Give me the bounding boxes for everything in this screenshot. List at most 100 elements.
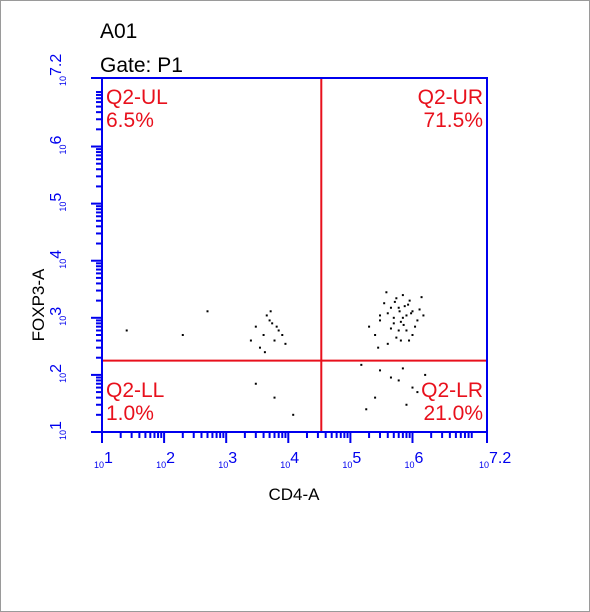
y-tick-label: 104 (48, 250, 68, 269)
event-dot (392, 322, 395, 325)
event-dot (263, 351, 266, 354)
tick-exponent: 2 (166, 450, 175, 467)
event-dot (277, 329, 280, 332)
event-dot (389, 376, 392, 379)
event-dot (411, 386, 414, 389)
tick-base: 10 (58, 202, 68, 212)
event-dot (399, 339, 402, 342)
quadrant-percent: 71.5% (423, 109, 483, 132)
quadrant-percent: 6.5% (106, 109, 154, 132)
x-tick-label: 107.2 (479, 450, 511, 470)
x-tick-label: 102 (156, 450, 175, 470)
tick-base: 10 (280, 460, 290, 470)
event-dot (379, 369, 382, 372)
tick-exponent: 6 (414, 450, 423, 467)
y-axis-label: FOXP3-A (29, 268, 48, 341)
event-dot (254, 382, 257, 385)
x-axis-label: CD4-A (268, 485, 320, 504)
y-tick-label: 105 (48, 193, 68, 212)
event-dot (262, 333, 265, 336)
event-dot (401, 367, 404, 370)
event-dot (420, 296, 423, 299)
tick-base: 10 (58, 430, 68, 440)
event-dot (206, 310, 209, 313)
event-dot (258, 346, 261, 349)
quadrant-name: Q2-LR (421, 379, 483, 402)
tick-exponent: 3 (228, 450, 237, 467)
quadrant-name: Q2-UR (418, 86, 483, 109)
event-dot (368, 325, 371, 328)
event-dot (402, 323, 405, 326)
tick-exponent: 3 (48, 307, 65, 316)
event-dot (395, 297, 398, 300)
event-dot (401, 294, 404, 297)
x-tick-label: 104 (280, 450, 299, 470)
event-dot (424, 373, 427, 376)
event-dot (273, 396, 276, 399)
event-dot (393, 300, 396, 303)
event-dot (249, 339, 252, 342)
event-dot (411, 333, 414, 336)
tick-exponent: 7.2 (489, 450, 511, 467)
x-tick-label: 103 (218, 450, 237, 470)
event-dot (284, 342, 287, 345)
title: A01 (100, 20, 137, 43)
event-dot (408, 299, 411, 302)
event-dot (399, 320, 402, 323)
y-tick-label: 107.2 (48, 54, 68, 86)
event-dot (374, 396, 377, 399)
event-dot (414, 325, 417, 328)
tick-base: 10 (94, 460, 104, 470)
event-dot (181, 333, 184, 336)
y-tick-label: 102 (48, 364, 68, 383)
event-dot (403, 305, 406, 308)
y-tick-label: 106 (48, 136, 68, 155)
event-dot (275, 325, 278, 328)
tick-exponent: 6 (48, 136, 65, 145)
plot-frame (101, 77, 488, 433)
tick-base: 10 (58, 373, 68, 383)
quadrant-name: Q2-UL (106, 86, 168, 109)
event-dot (398, 310, 401, 313)
event-dot (254, 325, 257, 328)
event-dot (386, 312, 389, 315)
tick-base: 10 (479, 460, 489, 470)
event-dot (265, 314, 268, 317)
quadrant-percent: 1.0% (106, 402, 154, 425)
tick-base: 10 (58, 259, 68, 269)
event-dot (397, 306, 400, 309)
event-dot (292, 413, 295, 416)
x-tick-label: 101 (94, 450, 113, 470)
tick-exponent: 5 (352, 450, 361, 467)
event-dot (383, 302, 386, 305)
event-dot (360, 363, 363, 366)
event-dot (269, 310, 272, 313)
event-dot (281, 333, 284, 336)
event-dot (418, 308, 421, 311)
event-dot (407, 303, 410, 306)
event-dot (411, 310, 414, 313)
tick-base: 10 (58, 316, 68, 326)
event-dot (377, 346, 380, 349)
tick-base: 10 (342, 460, 352, 470)
y-tick-label: 103 (48, 307, 68, 326)
event-dot (408, 339, 411, 342)
tick-exponent: 1 (104, 450, 113, 467)
x-tick-label: 106 (404, 450, 423, 470)
event-dot (273, 339, 276, 342)
event-dot (374, 333, 377, 336)
event-dot (389, 327, 392, 330)
event-dot (379, 314, 382, 317)
tick-base: 10 (218, 460, 228, 470)
tick-exponent: 2 (48, 364, 65, 373)
quadrant-percent: 21.0% (423, 402, 483, 425)
tick-base: 10 (58, 76, 68, 86)
event-dot (401, 316, 404, 319)
subtitle: Gate: P1 (100, 54, 183, 77)
event-dot (395, 336, 398, 339)
event-dot (379, 319, 382, 322)
event-dot (365, 408, 368, 411)
tick-exponent: 1 (48, 421, 65, 430)
